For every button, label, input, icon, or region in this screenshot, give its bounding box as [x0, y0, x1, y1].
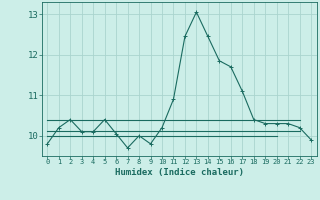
X-axis label: Humidex (Indice chaleur): Humidex (Indice chaleur)	[115, 168, 244, 177]
